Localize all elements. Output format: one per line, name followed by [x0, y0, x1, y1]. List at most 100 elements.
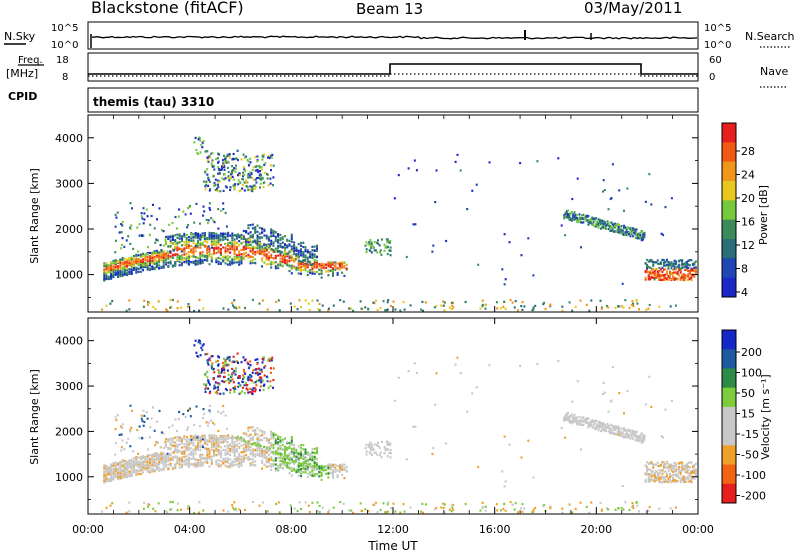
scatter-cell — [116, 211, 119, 214]
scatter-cell — [672, 277, 675, 280]
scatter-cell — [269, 380, 272, 383]
scatter-cell — [192, 450, 195, 453]
scatter-cell — [142, 262, 145, 265]
scatter-cell — [145, 208, 148, 211]
scatter-cell — [299, 462, 302, 465]
scatter-cell — [249, 171, 251, 174]
scatter-cell — [670, 262, 673, 265]
scatter-cell — [235, 437, 238, 440]
scatter-cell — [672, 264, 675, 267]
scatter-cell — [201, 344, 204, 347]
scatter-cell — [573, 215, 576, 218]
scatter-cell — [263, 254, 266, 257]
scatter-cell — [233, 245, 236, 248]
scatter-cell — [256, 444, 259, 447]
scatter-cell — [253, 387, 256, 390]
scatter-cell — [217, 369, 220, 372]
scatter-cell — [208, 434, 211, 437]
scatter-cell — [112, 476, 115, 480]
scatter-cell — [110, 471, 113, 474]
scatter-cell — [615, 224, 618, 227]
scatter-cell — [160, 461, 163, 464]
scatter-cell — [143, 420, 146, 424]
scatter-cell — [208, 234, 211, 237]
scatter-cell — [176, 451, 179, 454]
scatter-cell — [313, 458, 316, 461]
scatter-cell — [213, 442, 215, 445]
scatter-cell — [338, 268, 341, 271]
scatter-cell — [688, 264, 691, 267]
scatter-cell — [105, 262, 108, 265]
scatter-cell — [208, 206, 211, 210]
scatter-cell — [201, 232, 204, 235]
scatter-cell — [206, 376, 209, 379]
scatter-cell — [386, 238, 389, 241]
scatter-cell — [105, 480, 108, 483]
scatter-cell — [119, 470, 122, 473]
scatter-cell — [290, 255, 293, 258]
scatter-cell — [667, 265, 670, 268]
scatter-cell — [259, 378, 262, 381]
scatter-cell — [114, 476, 117, 479]
scatter-cell — [327, 261, 330, 264]
scatter-cell — [270, 434, 273, 437]
scatter-cell — [621, 229, 624, 232]
scatter-cell — [185, 252, 188, 255]
scatter-cell — [626, 226, 629, 229]
scatter-cell — [222, 457, 225, 460]
scatter-cell — [185, 440, 188, 443]
scatter-cell — [105, 266, 108, 269]
scatter-cell — [187, 426, 190, 429]
scatter-cell — [279, 459, 282, 462]
scatter-cell — [203, 446, 206, 450]
scatter-cell — [611, 223, 614, 226]
scatter-cell — [266, 308, 269, 311]
scatter-cell — [219, 412, 222, 415]
scatter-cell — [129, 430, 132, 433]
scatter-cell — [167, 256, 170, 259]
scatter-cell — [290, 259, 293, 262]
scatter-cell — [137, 461, 140, 464]
scatter-cell — [313, 261, 316, 264]
scatter-cell — [261, 248, 264, 251]
scatter-cell — [576, 220, 578, 223]
scatter-cell — [265, 256, 268, 259]
scatter-cell — [249, 262, 252, 265]
scatter-cell — [342, 300, 345, 303]
scatter-cell — [691, 267, 694, 271]
scatter-cell — [171, 253, 174, 256]
scatter-cell — [652, 260, 655, 264]
scatter-cell — [142, 234, 145, 237]
scatter-cell — [338, 265, 341, 268]
scatter-cell — [666, 272, 668, 275]
scatter-cell — [583, 217, 586, 220]
scatter-cell — [290, 456, 293, 459]
scatter-cell — [564, 211, 567, 214]
scatter-cell — [306, 458, 309, 461]
scatter-cell — [185, 259, 188, 262]
scatter-cell — [580, 246, 582, 249]
scatter-cell — [231, 450, 234, 453]
scatter-cell — [256, 358, 259, 361]
scatter-cell — [127, 437, 130, 440]
scatter-cell — [165, 253, 167, 256]
scatter-cell — [194, 458, 197, 461]
scatter-cell — [261, 380, 264, 383]
scatter-cell — [286, 466, 289, 469]
scatter-cell — [263, 463, 266, 466]
scatter-cell — [281, 461, 284, 464]
scatter-cell — [265, 258, 268, 261]
scatter-cell — [617, 228, 620, 232]
scatter-cell — [658, 278, 661, 281]
scatter-cell — [313, 466, 316, 469]
scatter-cell — [192, 247, 195, 251]
scatter-cell — [112, 464, 115, 467]
scatter-cell — [279, 264, 282, 267]
scatter-cell — [267, 453, 270, 456]
scatter-cell — [119, 264, 122, 267]
scatter-cell — [311, 474, 314, 477]
scatter-cell — [251, 259, 254, 262]
scatter-cell — [199, 259, 202, 263]
scatter-cell — [635, 228, 638, 231]
scatter-cell — [192, 253, 195, 256]
